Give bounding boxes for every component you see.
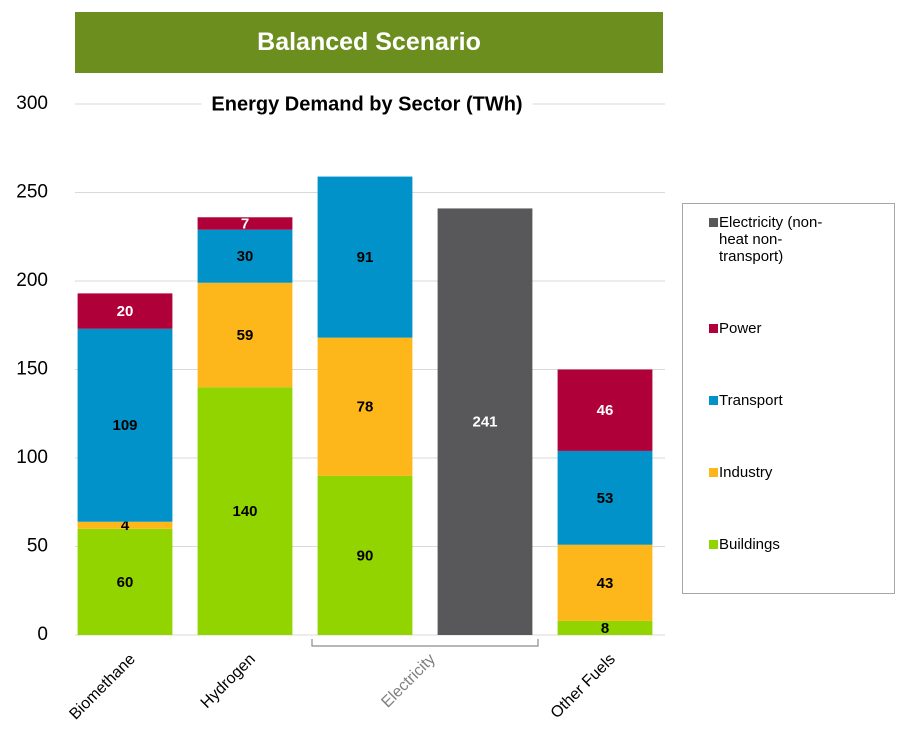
y-tick-label: 0 xyxy=(37,624,48,645)
legend-label: Industry xyxy=(719,464,773,481)
data-label: 60 xyxy=(117,574,134,591)
legend-swatch xyxy=(709,540,718,549)
legend-item: Transport xyxy=(709,392,844,409)
bar-segment xyxy=(317,475,413,635)
data-label: 20 xyxy=(117,303,134,320)
legend-swatch xyxy=(709,396,718,405)
bar-segment xyxy=(77,293,173,329)
title-background xyxy=(201,93,533,116)
legend-item: Power xyxy=(709,320,844,337)
y-tick-label: 300 xyxy=(16,93,48,114)
header-title: Balanced Scenario xyxy=(257,28,481,56)
bar-segment xyxy=(77,328,173,522)
legend-item: Electricity (non-heat non-transport) xyxy=(709,214,844,265)
data-label: 140 xyxy=(232,503,257,520)
category-bracket xyxy=(311,639,539,647)
x-tick-label: Biomethane xyxy=(66,651,138,723)
bar-segment xyxy=(437,208,533,635)
x-tick-label: Hydrogen xyxy=(198,651,259,712)
chart-title: Energy Demand by Sector (TWh) xyxy=(211,93,522,115)
bar-segment xyxy=(557,369,653,451)
legend-item: Industry xyxy=(709,464,844,481)
data-label: 109 xyxy=(112,417,137,434)
bar-segment xyxy=(197,282,293,388)
data-label: 8 xyxy=(601,620,609,637)
legend-label: Buildings xyxy=(719,536,780,553)
header: Balanced Scenario xyxy=(75,12,663,73)
data-label: 78 xyxy=(357,399,374,416)
y-tick-label: 50 xyxy=(27,536,48,557)
data-label: 241 xyxy=(472,414,497,431)
y-tick-label: 200 xyxy=(16,270,48,291)
data-label: 30 xyxy=(237,248,254,265)
data-label: 91 xyxy=(357,249,374,266)
bar-segment xyxy=(77,528,173,635)
bar-segment xyxy=(197,217,293,230)
data-label: 59 xyxy=(237,327,254,344)
data-label: 90 xyxy=(357,547,374,564)
y-tick-label: 250 xyxy=(16,182,48,203)
bar-segment xyxy=(197,229,293,283)
data-label: 4 xyxy=(121,517,130,534)
bar-segment xyxy=(557,544,653,621)
data-label: 43 xyxy=(597,575,614,592)
x-tick-label: Other Fuels xyxy=(548,651,619,722)
legend-swatch xyxy=(709,324,718,333)
legend-swatch xyxy=(709,468,718,477)
bar-segment xyxy=(197,387,293,635)
legend-label: Transport xyxy=(719,392,783,409)
bar-segment xyxy=(317,176,413,338)
x-tick-label: Electricity xyxy=(378,651,438,711)
y-tick-label: 150 xyxy=(16,359,48,380)
bar-segment xyxy=(317,337,413,476)
legend: Electricity (non-heat non-transport) Powe… xyxy=(682,203,895,594)
legend-label: Power xyxy=(719,320,762,337)
legend-label: Electricity (non-heat non-transport) xyxy=(719,214,823,265)
bar-segment xyxy=(77,521,173,529)
data-label: 53 xyxy=(597,490,614,507)
legend-swatch xyxy=(709,218,718,227)
data-label: 46 xyxy=(597,402,614,419)
bar-segment xyxy=(557,450,653,545)
bar-segment xyxy=(557,620,653,635)
data-label: 7 xyxy=(241,215,249,232)
y-tick-label: 100 xyxy=(16,447,48,468)
legend-item: Buildings xyxy=(709,536,844,553)
